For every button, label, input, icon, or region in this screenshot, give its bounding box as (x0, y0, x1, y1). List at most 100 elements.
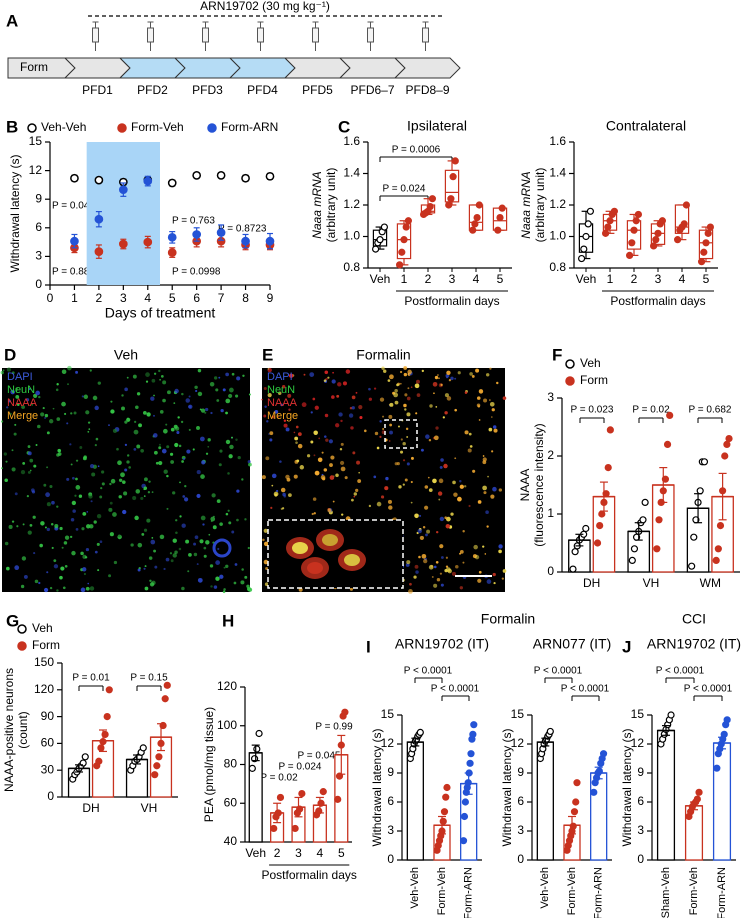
cell-signal (233, 581, 237, 585)
cell-signal (271, 415, 275, 419)
cell-signal (121, 394, 124, 397)
cell-signal (182, 495, 186, 498)
panel-label: E (262, 345, 273, 364)
data-point (265, 171, 275, 181)
cell-signal (202, 523, 205, 526)
cell-signal (437, 491, 443, 496)
y-tick-label: 120 (217, 679, 237, 693)
cell-signal (459, 549, 464, 554)
cell-signal (172, 553, 177, 558)
data-point (192, 171, 202, 180)
cell-signal (195, 389, 198, 393)
data-point (153, 762, 161, 770)
cell-signal (11, 520, 15, 523)
data-point (714, 545, 722, 553)
cell-signal (175, 531, 178, 534)
data-point (334, 795, 342, 803)
y-tick-label: 2 (547, 448, 554, 462)
data-point (666, 411, 674, 419)
cell-signal (56, 383, 59, 386)
cell-signal (175, 519, 178, 522)
cell-signal (162, 380, 167, 385)
cell-signal (379, 435, 382, 438)
cell-signal (229, 387, 234, 393)
legend-label: Veh (32, 621, 53, 635)
cell-signal (207, 445, 210, 448)
annotation: P = 0.0472 (52, 201, 101, 212)
cell-signal (185, 398, 190, 403)
cell-signal (81, 395, 84, 398)
chart-title: Ipsilateral (407, 118, 467, 134)
cell-signal (433, 392, 435, 395)
data-point (628, 239, 636, 247)
cell-signal (468, 432, 472, 436)
cell-signal (248, 393, 251, 396)
cell-signal (123, 491, 128, 496)
data-point (469, 226, 477, 234)
cell-signal (440, 583, 444, 587)
data-point (582, 524, 590, 533)
cell-signal (469, 445, 473, 448)
annotation: P < 0.0001 (656, 666, 705, 677)
cell-signal (31, 403, 34, 406)
cell-signal (67, 365, 72, 371)
cell-signal (6, 406, 9, 409)
cell-signal (101, 482, 105, 486)
cell-signal (49, 419, 54, 424)
cell-signal (205, 452, 209, 455)
cell-signal (263, 528, 268, 533)
timeline-start-label: Form (20, 60, 48, 74)
cell-signal (5, 460, 8, 463)
cell-signal (26, 495, 29, 498)
cell-signal (335, 423, 340, 428)
cell-signal (126, 460, 130, 464)
cell-signal (397, 425, 400, 428)
y-tick-label: 1.2 (549, 197, 566, 211)
cell-signal (159, 378, 161, 381)
cell-signal (393, 392, 399, 398)
cell-signal (218, 463, 222, 467)
cell-signal (464, 430, 469, 435)
cell-signal (247, 460, 251, 464)
cell-signal (288, 408, 291, 411)
cell-signal (491, 450, 494, 453)
annotation: P < 0.0001 (561, 684, 610, 695)
data-point (460, 812, 469, 821)
cell-signal (97, 465, 100, 468)
cell-signal (53, 564, 59, 569)
data-point (248, 764, 256, 772)
data-point (380, 223, 388, 231)
cell-signal (57, 448, 62, 453)
data-point (118, 239, 128, 249)
y-tick-label: 100 (217, 718, 237, 732)
x-tick-label: WM (700, 576, 721, 590)
cell-signal (75, 477, 78, 481)
annotation: P = 0.99 (315, 722, 353, 733)
cell-signal (133, 429, 139, 435)
data-point (582, 232, 590, 241)
cell-signal (368, 504, 372, 508)
cell-signal (324, 370, 329, 375)
cell-signal (489, 399, 491, 401)
cell-signal (64, 535, 70, 540)
cell-signal (72, 476, 75, 480)
cell-signal (229, 444, 234, 450)
cell-signal (236, 489, 240, 493)
cell-signal (167, 390, 171, 395)
cell-signal (440, 383, 443, 386)
cell-signal (219, 449, 223, 453)
cell-signal (170, 460, 175, 464)
cell-signal (200, 436, 205, 442)
cell-signal (492, 425, 497, 429)
x-tick-label: Veh (370, 272, 391, 286)
cell-signal (478, 570, 482, 574)
cell-signal (21, 556, 27, 561)
data-point (690, 533, 698, 541)
data-point (695, 788, 703, 796)
cell-signal (51, 500, 55, 505)
cell-signal (27, 451, 32, 456)
cell-signal (336, 394, 340, 398)
data-point (604, 464, 612, 472)
data-point (475, 201, 483, 209)
x-tick-label: Form-ARN (463, 867, 475, 918)
